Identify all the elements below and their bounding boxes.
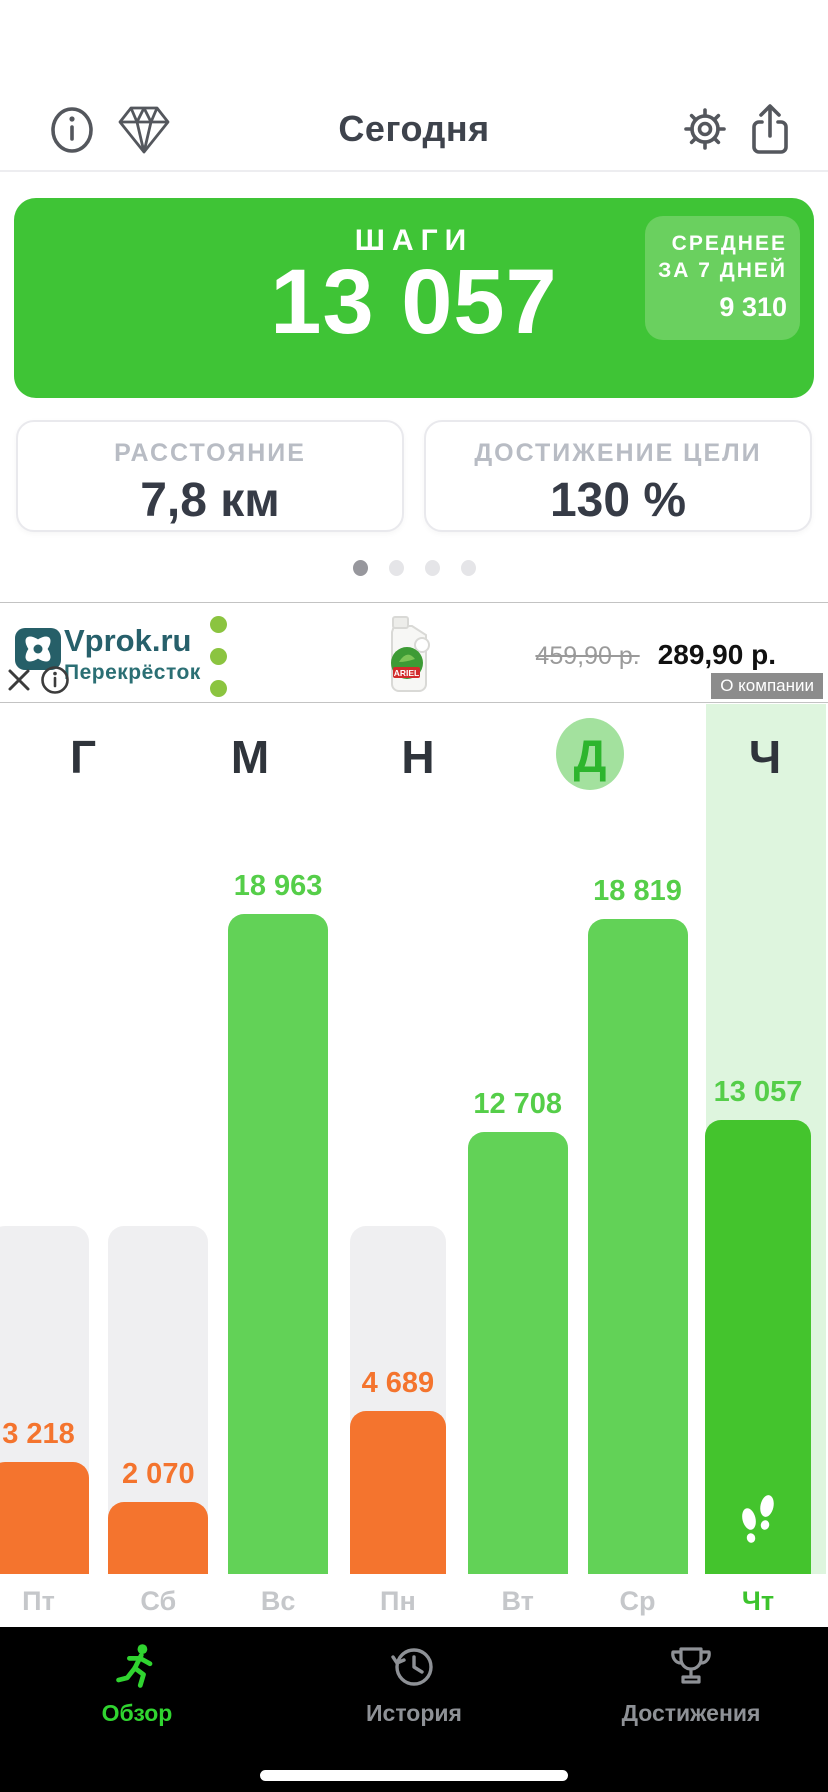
period-tab-Д-selected[interactable]: Д [556,718,624,790]
average-value: 9 310 [719,292,787,322]
goal-achievement-value: 130 % [549,474,687,527]
axis-day-label-Сб: Сб [140,1586,177,1616]
tab-history-label: История [366,1700,462,1726]
page-title: Сегодня [338,108,490,149]
chart-bar-Ср[interactable] [587,919,688,1574]
bar-value-label: 2 070 [122,1458,195,1490]
period-tab-М[interactable]: М [230,731,270,783]
tab-achievements[interactable]: Достижения [581,1641,801,1727]
close-icon[interactable] [6,667,32,698]
goal-achievement-card: ДОСТИЖЕНИЕ ЦЕЛИ 130 % [424,420,812,532]
bar-value-label: 4 689 [361,1367,435,1399]
average-label-line1: СРЕДНЕЕ [671,232,787,255]
brand-name: Vprok.ru [64,623,192,658]
banner-dot [210,680,227,697]
chart-bar-Вс[interactable] [228,914,329,1574]
info-circle-icon[interactable] [40,665,70,700]
axis-day-label-Ср: Ср [619,1586,656,1616]
history-clock-icon [388,1648,440,1697]
distance-label: РАССТОЯНИЕ [114,439,306,467]
steps-label: ШАГИ [354,224,474,257]
axis-day-label-Пт: Пт [22,1586,55,1616]
brand-subtitle: Перекрёсток [64,661,201,684]
bar-value-label: 13 057 [713,1076,803,1108]
pager-dot[interactable] [388,560,404,576]
trophy-icon [665,1647,717,1697]
period-tab-Н[interactable]: Н [401,731,435,783]
share-icon[interactable] [746,100,794,163]
header: Сегодня [0,90,828,172]
chart-bar-Пт[interactable] [0,1462,89,1574]
chart-bar-Вт[interactable] [467,1132,568,1574]
distance-value: 7,8 км [140,474,280,527]
banner-dot [210,616,227,633]
tab-achievements-label: Достижения [621,1700,761,1726]
gem-icon[interactable] [116,102,172,163]
price-block: 459,90 р. 289,90 р. [535,639,776,671]
bar-value-label: 18 963 [233,870,323,902]
period-tab-label: Д [573,730,607,782]
distance-card: РАССТОЯНИЕ 7,8 км [16,420,404,532]
about-company-badge[interactable]: О компании [711,673,823,699]
banner-dot [210,648,227,665]
axis-day-label-Пн: Пн [380,1586,416,1616]
goal-achievement-label: ДОСТИЖЕНИЕ ЦЕЛИ [474,439,762,467]
tab-overview[interactable]: Обзор [27,1641,247,1727]
pager-dot[interactable] [424,560,440,576]
chart-bar-Сб[interactable] [108,1502,209,1574]
pager-dot[interactable] [460,560,476,576]
steps-value: 13 057 [270,251,558,353]
weekly-average-box: СРЕДНЕЕ ЗА 7 ДНЕЙ 9 310 [645,216,800,340]
carousel-pager [0,560,828,576]
bar-value-label: 3 218 [2,1418,75,1450]
runner-icon [111,1644,163,1697]
info-icon[interactable] [48,104,96,161]
detergent-bottle-image: ARIEL [380,612,442,701]
bottom-tab-bar: Обзор История До [0,1627,828,1792]
brand-text: Vprok.ru Перекрёсток [64,623,201,685]
period-tab-Ч[interactable]: Ч [748,731,782,783]
steps-summary-card: ШАГИ 13 057 СРЕДНЕЕ ЗА 7 ДНЕЙ 9 310 [14,198,814,398]
svg-text:ARIEL: ARIEL [394,668,420,678]
footprints-icon [734,1494,782,1561]
bar-value-label: 18 819 [593,875,682,907]
bar-value-label: 12 708 [473,1088,563,1120]
home-indicator[interactable] [260,1770,568,1781]
chart-bar-Пн[interactable] [349,1411,446,1574]
settings-gear-icon[interactable] [680,104,730,159]
pager-dot[interactable] [352,560,368,576]
axis-day-label-Вс: Вс [260,1586,296,1616]
ad-banner[interactable]: Vprok.ru Перекрёсток ARIEL 459,90 р. 289… [0,602,828,703]
average-label-line2: ЗА 7 ДНЕЙ [658,259,787,282]
brand-logo-icon [14,627,62,676]
chart-bar-Чт[interactable] [705,1120,811,1574]
old-price: 459,90 р. [535,642,640,670]
tab-overview-label: Обзор [101,1700,173,1726]
axis-day-label-Чт: Чт [741,1586,775,1616]
new-price: 289,90 р. [657,639,776,670]
period-tab-Г[interactable]: Г [69,731,97,783]
axis-day-label-Вт: Вт [501,1586,534,1616]
tab-history[interactable]: История [304,1641,524,1727]
